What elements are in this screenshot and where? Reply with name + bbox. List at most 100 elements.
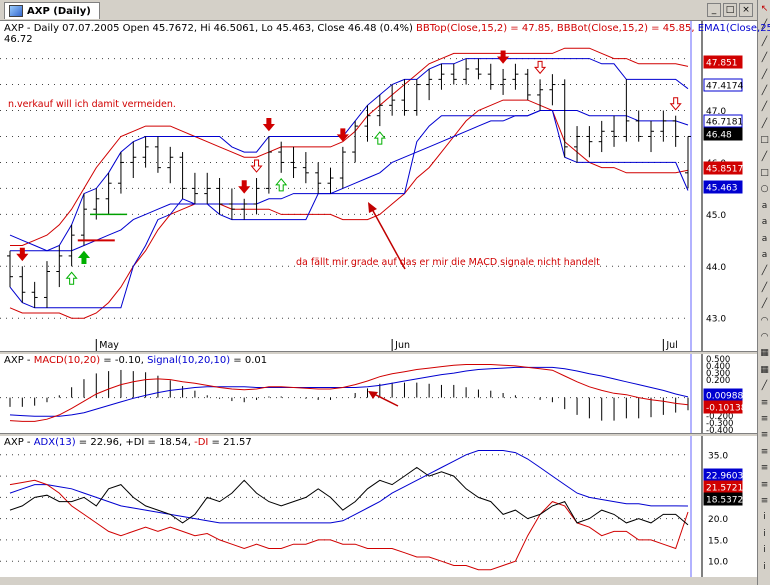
macd-value-box: -0.101388 xyxy=(706,404,752,414)
title-segment: AXP - xyxy=(4,437,34,448)
line-icon[interactable]: ╱ xyxy=(761,36,768,47)
ellipse-icon[interactable]: ○ xyxy=(760,184,769,195)
adx-value-box-bg xyxy=(703,492,743,506)
window-tab-bar: AXP (Daily) _ □ × xyxy=(0,0,757,21)
drawing-toolbar: ↖ ╱ ╱ ╱ ╱ ╱ ╱ ╱ □ ╱ □ ○ a a a a ╱ ╱ ╱ ◠ ◠ ▦ ▦ ╱ ≡ ≡ ≡ ≡ ≡ ≡ ≡ i i i i xyxy=(757,0,770,585)
annotation-left: n.verkauf will ich damit vermeiden. xyxy=(8,99,176,110)
buy-signal-arrow xyxy=(77,250,91,265)
pane-splitter[interactable] xyxy=(0,351,757,354)
arc-icon[interactable]: ◠ xyxy=(760,332,769,342)
rect-icon[interactable]: □ xyxy=(760,135,769,146)
fib-icon[interactable]: ≡ xyxy=(760,414,769,424)
price-value-box-bg xyxy=(703,161,743,175)
price-value-box: 47.4174 xyxy=(706,82,743,92)
minimize-button[interactable]: _ xyxy=(707,3,721,17)
text-icon[interactable]: a xyxy=(761,217,768,228)
title-segment: AXP - Daily 07.07.2005 Open 45.7672, Hi … xyxy=(4,23,417,34)
ema-line xyxy=(9,110,689,252)
annotation-middle: da fällt mir grade auf das er mir die MA… xyxy=(296,257,600,268)
sell-signal-arrow xyxy=(262,117,275,132)
line-icon[interactable]: ╱ xyxy=(761,266,768,277)
buy-signal-arrow xyxy=(373,131,386,145)
buy-signal-arrow xyxy=(275,178,288,192)
annotation-arrow-line xyxy=(371,208,406,270)
month-label: May xyxy=(99,340,119,351)
title-segment: BBBot(Close,15,2) = 45.85, xyxy=(556,23,695,34)
price-value-box-bg xyxy=(703,114,743,128)
text-icon[interactable]: a xyxy=(761,200,768,211)
macd-y-tick: 0.400 xyxy=(706,362,730,372)
window-buttons: _ □ × xyxy=(707,3,753,17)
line-icon[interactable]: ╱ xyxy=(761,118,768,129)
info-icon[interactable]: i xyxy=(763,528,766,539)
line-icon[interactable]: ╱ xyxy=(761,381,768,392)
maximize-button[interactable]: □ xyxy=(723,3,737,17)
title-segment: MACD(10,20) xyxy=(33,355,101,366)
fib-icon[interactable]: ≡ xyxy=(760,496,769,506)
line-icon[interactable]: ╱ xyxy=(761,20,768,31)
macd-y-tick: -0.400 xyxy=(706,426,733,433)
month-label: Jul xyxy=(665,340,677,351)
macd-value-box-bg xyxy=(703,400,743,414)
text-icon[interactable]: a xyxy=(761,233,768,244)
info-icon[interactable]: i xyxy=(763,561,766,572)
fib-icon[interactable]: ≡ xyxy=(760,397,769,408)
adx-pane: 35.030.025.020.015.010.022.960321.572118… xyxy=(0,436,757,577)
annotation-arrow-head xyxy=(368,202,377,213)
price-y-tick: 47.0 xyxy=(706,107,726,117)
sell-signal-arrow xyxy=(16,247,29,262)
title-segment: = 21.57 xyxy=(208,437,252,448)
adx-value-box: 22.9603 xyxy=(706,472,743,482)
pane-splitter[interactable] xyxy=(0,433,757,436)
adx-line xyxy=(9,450,689,524)
sell-signal-arrow xyxy=(669,97,682,111)
sell-signal-arrow xyxy=(534,60,547,75)
title-segment: = 22.96, +DI = 18.54, xyxy=(75,437,195,448)
price-value-box: 46.7181 xyxy=(706,118,743,128)
line-icon[interactable]: ╱ xyxy=(761,86,768,96)
minus-di-line xyxy=(9,479,689,571)
line-icon[interactable]: ╱ xyxy=(761,69,768,80)
info-icon[interactable]: i xyxy=(763,545,766,556)
price-value-box: 45.463 xyxy=(706,184,738,194)
price-value-box-bg xyxy=(703,127,743,141)
price-pane-title-line2: 46.72 xyxy=(4,34,33,45)
title-segment: AXP - xyxy=(4,355,34,366)
horizontal-scrollbar[interactable] xyxy=(0,577,757,585)
fib-icon[interactable]: ≡ xyxy=(760,463,769,474)
grid-icon[interactable]: ▦ xyxy=(760,364,769,375)
line-icon[interactable]: ╱ xyxy=(761,53,768,64)
arrow-icon[interactable]: ↖ xyxy=(760,4,769,14)
fib-icon[interactable]: ≡ xyxy=(760,479,769,490)
chart-tab[interactable]: AXP (Daily) xyxy=(4,2,100,19)
macd-y-tick: -0.300 xyxy=(706,419,733,429)
bb-top-line xyxy=(10,47,689,246)
bb-bot-line xyxy=(9,99,689,319)
price-value-box-bg xyxy=(703,180,743,194)
adx-y-tick: 20.0 xyxy=(708,515,728,525)
channel-high-line xyxy=(10,58,689,252)
info-icon[interactable]: i xyxy=(763,512,766,523)
plus-di-line xyxy=(9,466,689,526)
line-icon[interactable]: ╱ xyxy=(761,151,768,162)
adx-pane-title: AXP - ADX(13) = 22.96, +DI = 18.54, -DI … xyxy=(4,437,252,448)
close-button[interactable]: × xyxy=(739,3,753,17)
fib-icon[interactable]: ≡ xyxy=(760,430,769,441)
line-icon[interactable]: ╱ xyxy=(761,282,768,293)
arc-icon[interactable]: ◠ xyxy=(760,315,769,326)
sell-signal-arrow xyxy=(238,180,251,194)
fib-icon[interactable]: ≡ xyxy=(760,446,769,457)
sell-signal-arrow xyxy=(336,128,349,142)
grid-icon[interactable]: ▦ xyxy=(760,348,769,359)
line-icon[interactable]: ╱ xyxy=(761,102,768,113)
adx-y-tick: 15.0 xyxy=(708,536,728,546)
rect-icon[interactable]: □ xyxy=(760,168,769,178)
price-value-box-bg xyxy=(703,78,743,92)
price-y-tick: 45.0 xyxy=(706,211,726,221)
macd-y-tick: 0.500 xyxy=(706,355,730,365)
price-value-box-bg xyxy=(703,55,743,69)
line-icon[interactable]: ╱ xyxy=(761,299,768,310)
text-icon[interactable]: a xyxy=(761,250,768,260)
price-value-box: 46.48 xyxy=(706,131,732,141)
